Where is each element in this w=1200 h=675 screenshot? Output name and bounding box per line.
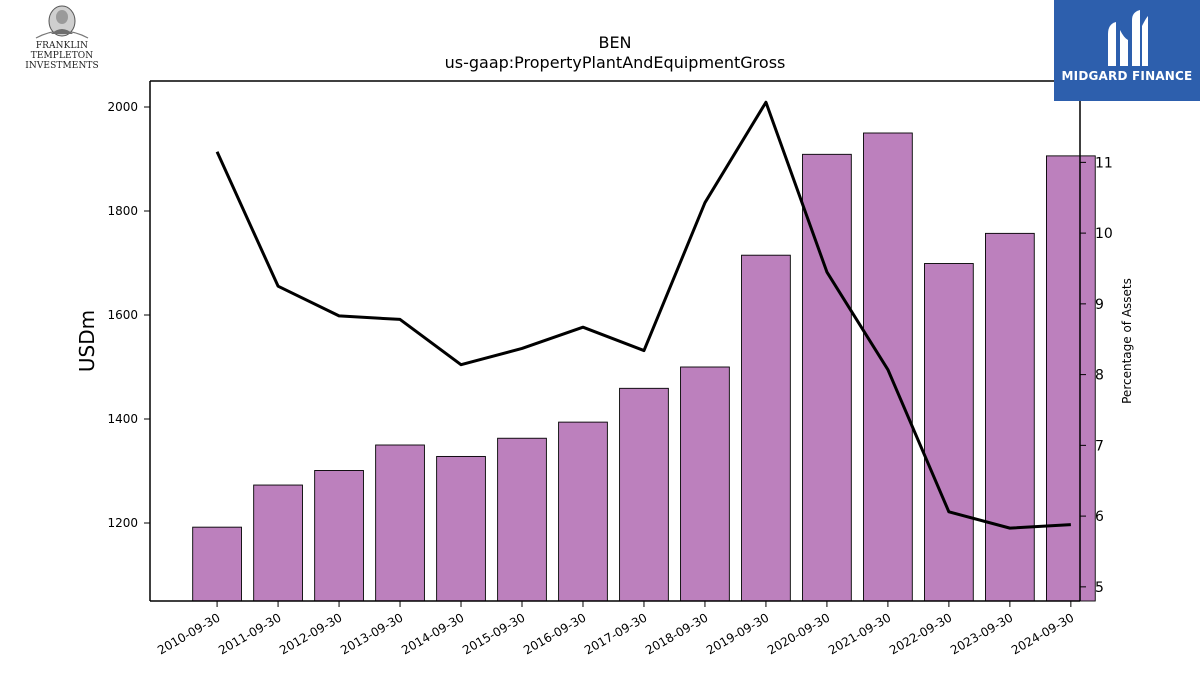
bar-2024-09-30 [1046,155,1096,602]
bar-2018-09-30 [680,366,730,602]
x-tick-label: 2018-09-30 [643,610,710,657]
bar-2015-09-30 [497,437,547,602]
midgard-finance-logo: MIDGARD FINANCE [1054,0,1200,101]
x-tick-label: 2021-09-30 [826,610,893,657]
x-tick-label: 2014-09-30 [399,610,466,657]
bar-2019-09-30 [741,254,791,602]
y2-tick-label: 8 [1095,368,1104,384]
x-tick-label: 2019-09-30 [704,610,771,657]
bar-2011-09-30 [253,484,303,602]
bar-2012-09-30 [314,470,364,602]
x-tick-label: 2016-09-30 [521,610,588,657]
y2-tick-label: 10 [1095,226,1113,242]
chart-subtitle: us-gaap:PropertyPlantAndEquipmentGross [445,53,786,72]
y-axis-label: USDm [75,310,99,372]
y-tick-label: 1600 [107,308,138,322]
logo-left-line2: INVESTMENTS [25,61,99,71]
y2-tick-label: 9 [1095,297,1104,313]
x-tick-label: 2024-09-30 [1009,610,1076,657]
x-tick-label: 2013-09-30 [338,610,405,657]
chart-title: BEN [598,33,631,52]
y2-axis-label: Percentage of Assets [1120,278,1134,404]
y-tick-label: 2000 [107,100,138,114]
bar-2016-09-30 [558,421,608,602]
portrait-medallion-icon [35,5,89,39]
logo-right-name: MIDGARD FINANCE [1061,69,1193,83]
bar-2017-09-30 [619,387,669,602]
percentage-line [215,100,1071,530]
bar-2022-09-30 [924,263,974,602]
y-tick-label: 1400 [107,412,138,426]
x-tick-label: 2022-09-30 [887,610,954,657]
x-tick-label: 2012-09-30 [277,610,344,657]
x-tick-label: 2011-09-30 [216,610,283,657]
bar-2010-09-30 [192,526,242,602]
y-tick-label: 1200 [107,516,138,530]
y2-tick-label: 5 [1095,580,1104,596]
x-tick-label: 2017-09-30 [582,610,649,657]
x-tick-label: 2010-09-30 [155,610,222,657]
bar-2023-09-30 [985,232,1035,602]
y2-tick-label: 7 [1095,438,1104,454]
y-tick-label: 1800 [107,204,138,218]
y2-tick-label: 6 [1095,509,1104,525]
franklin-templeton-logo: FRANKLIN TEMPLETON INVESTMENTS [4,4,120,71]
midgard-monogram-icon [1108,10,1148,66]
bar-2014-09-30 [436,455,486,602]
logo-left-line1: FRANKLIN TEMPLETON [30,41,94,61]
x-tick-label: 2020-09-30 [765,610,832,657]
x-tick-label: 2023-09-30 [948,610,1015,657]
bar-2013-09-30 [375,444,425,602]
x-tick-label: 2015-09-30 [460,610,527,657]
y2-tick-label: 11 [1095,155,1113,171]
